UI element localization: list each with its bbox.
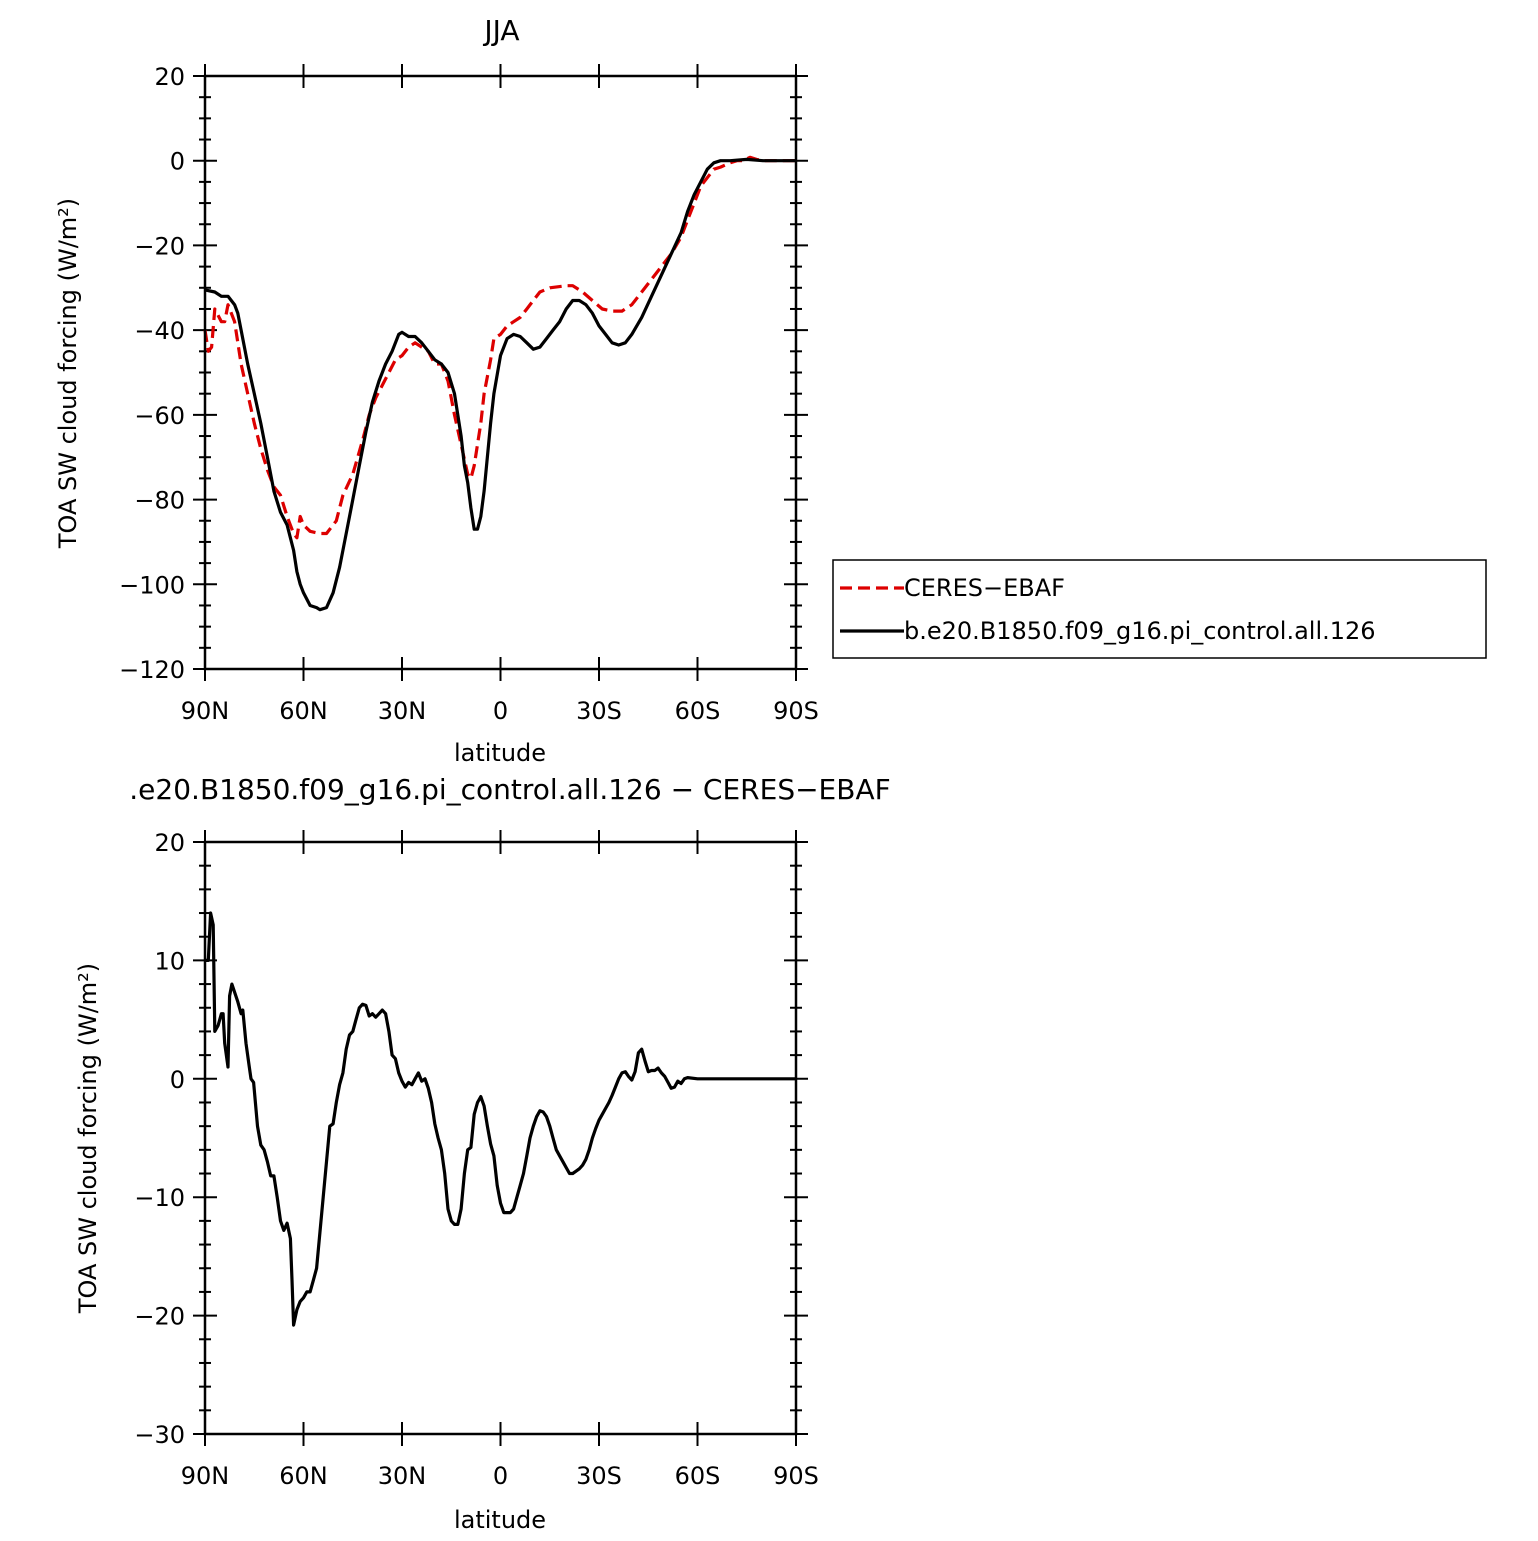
ticks <box>193 830 808 1446</box>
y-tick-labels: 20 0 −20 −40 −60 −80 −100 −120 <box>119 63 185 684</box>
y-tick-labels: 20 10 0 −10 −20 −30 <box>134 829 185 1449</box>
chart-title: JJA <box>482 14 519 47</box>
legend-box <box>832 559 1487 659</box>
y-tick-label: −120 <box>119 656 185 684</box>
series-line-difference <box>205 911 796 1327</box>
x-tick-labels: 90N 60N 30N 0 30S 60S 90S <box>181 697 819 725</box>
plot-frame <box>203 840 798 1436</box>
y-tick-label: −40 <box>134 317 185 345</box>
y-tick-label: −100 <box>119 571 185 599</box>
ticks <box>193 64 808 681</box>
legend-label-ceres-ebaf: CERES−EBAF <box>904 574 1065 602</box>
x-tick-label: 30N <box>378 697 427 725</box>
bottom-panel: .e20.B1850.f09_g16.pi_control.all.126 − … <box>74 773 891 1534</box>
x-axis-label: latitude <box>454 739 546 767</box>
y-tick-label: −20 <box>134 1303 185 1331</box>
y-tick-label: 0 <box>170 1066 185 1094</box>
x-tick-label: 60S <box>675 1462 721 1490</box>
x-tick-label: 90S <box>773 1462 819 1490</box>
y-tick-label: −30 <box>134 1421 185 1449</box>
top-panel: JJA 20 0 −20 −40 −60 −80 −100 −120 90N 6… <box>54 14 1487 767</box>
series-lines <box>203 155 796 612</box>
x-axis-label: latitude <box>454 1506 546 1534</box>
plot-frame <box>203 74 798 671</box>
y-tick-label: −80 <box>134 487 185 515</box>
x-tick-label: 60N <box>279 1462 328 1490</box>
y-tick-label: −20 <box>134 232 185 260</box>
y-tick-label: 0 <box>170 148 185 176</box>
x-tick-label: 90S <box>773 697 819 725</box>
series-lines <box>205 911 796 1327</box>
y-tick-label: 10 <box>154 947 185 975</box>
x-tick-label: 60S <box>675 697 721 725</box>
y-tick-label: −10 <box>134 1184 185 1212</box>
y-tick-label: 20 <box>154 829 185 857</box>
legend: CERES−EBAF b.e20.B1850.f09_g16.pi_contro… <box>832 559 1487 659</box>
series-line-model <box>204 157 796 612</box>
y-axis-label: TOA SW cloud forcing (W/m²) <box>54 198 82 549</box>
x-tick-label: 30S <box>576 1462 622 1490</box>
x-tick-label: 0 <box>493 1462 508 1490</box>
x-tick-label: 60N <box>279 697 328 725</box>
x-tick-label: 30N <box>378 1462 427 1490</box>
x-tick-label: 30S <box>576 697 622 725</box>
series-line-ceres-ebaf <box>203 155 796 540</box>
x-tick-label: 90N <box>181 697 230 725</box>
x-tick-labels: 90N 60N 30N 0 30S 60S 90S <box>181 1462 819 1490</box>
y-tick-label: 20 <box>154 63 185 91</box>
difference-chart-title: .e20.B1850.f09_g16.pi_control.all.126 − … <box>129 773 890 806</box>
legend-label-model: b.e20.B1850.f09_g16.pi_control.all.126 <box>904 617 1376 645</box>
x-tick-label: 90N <box>181 1462 230 1490</box>
y-axis-label: TOA SW cloud forcing (W/m²) <box>74 963 102 1314</box>
y-tick-label: −60 <box>134 402 185 430</box>
x-tick-label: 0 <box>493 697 508 725</box>
